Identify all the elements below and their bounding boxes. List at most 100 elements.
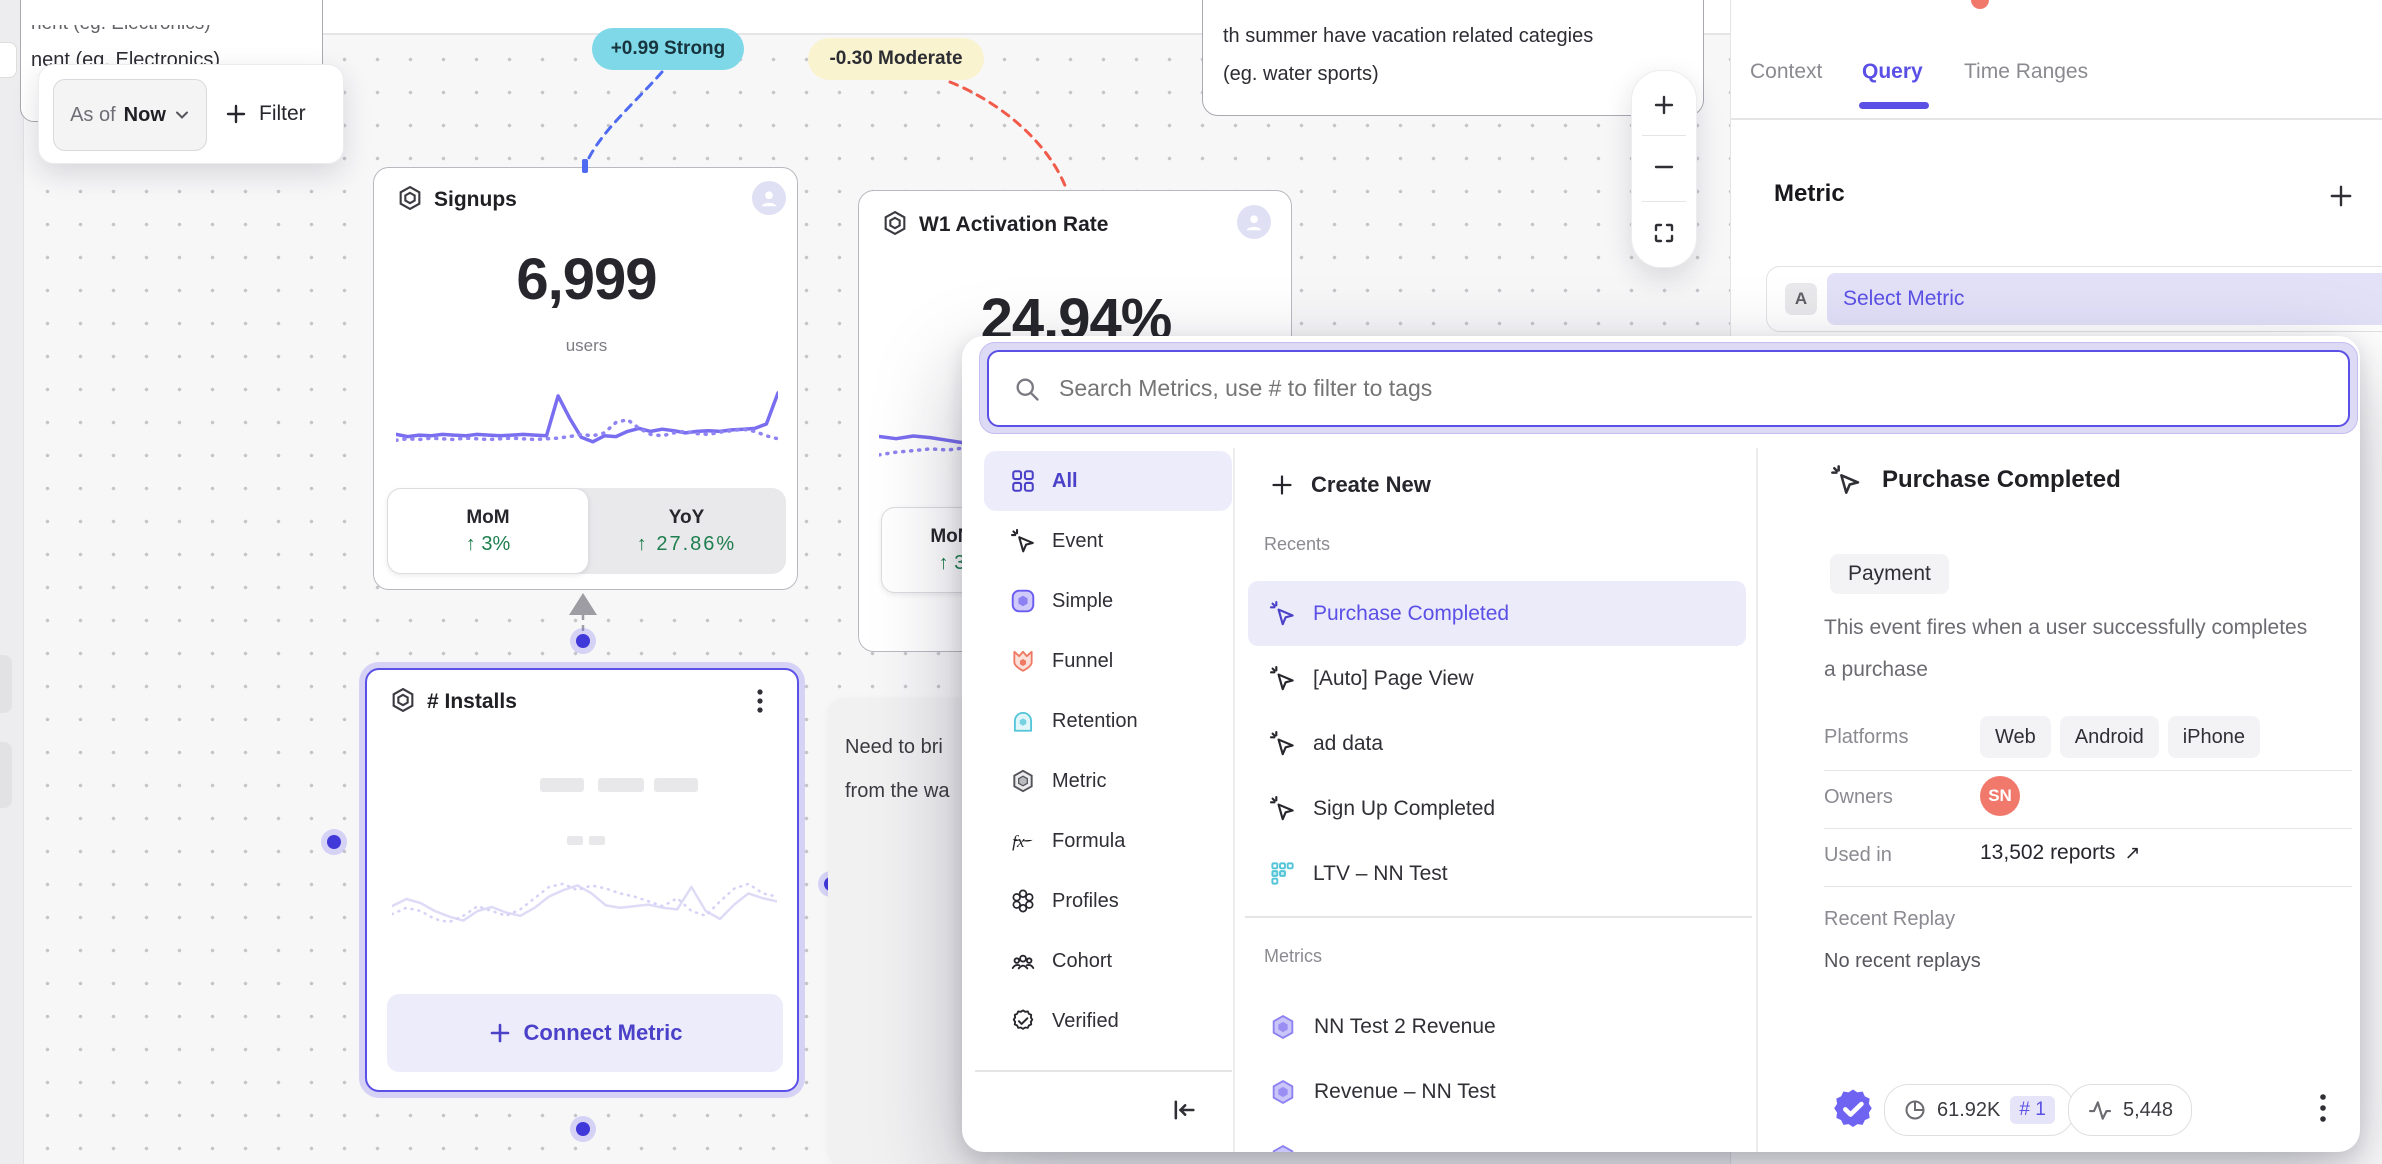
used-in-value: 13,502 reports (1980, 841, 2116, 864)
zoom-out-button[interactable] (1632, 143, 1696, 191)
verified-badge-icon[interactable] (1830, 1086, 1876, 1132)
item-label: [Auto] Page View (1313, 666, 1474, 690)
plus-icon (1270, 473, 1294, 497)
metric-revenue-nn-test[interactable]: Revenue – NN Test (1248, 1059, 1746, 1124)
recent-ltv-nn-test[interactable]: LTV – NN Test (1248, 841, 1746, 906)
cohort-icon (1010, 948, 1036, 974)
collapse-sidebar-icon[interactable] (1162, 1088, 1206, 1132)
profiles-icon (1010, 888, 1036, 914)
divider (1642, 201, 1686, 202)
divider (1245, 916, 1752, 918)
notification-dot (1971, 0, 1989, 9)
metric-hexagon-icon (389, 686, 417, 714)
installs-card[interactable]: # Installs Connect Metric (365, 668, 799, 1092)
left-rail-tab[interactable] (0, 42, 17, 78)
owner-avatar[interactable]: SN (1980, 776, 2020, 816)
search-input[interactable] (1057, 374, 2324, 403)
category-profiles[interactable]: Profiles (984, 871, 1232, 931)
plus-icon (225, 103, 247, 125)
platform-chip-iphone: iPhone (2167, 716, 2260, 758)
category-verified[interactable]: Verified (984, 991, 1232, 1051)
avatar (752, 181, 786, 215)
signups-card[interactable]: Signups 6,999 users MoM ↑ 3% YoY ↑ 27.86… (373, 159, 798, 590)
metric-hexagon-icon (881, 209, 909, 237)
fit-screen-button[interactable] (1632, 209, 1696, 257)
mom-delta: ↑ 3% (465, 532, 511, 555)
skeleton-bar (589, 836, 605, 845)
category-simple[interactable]: Simple (984, 571, 1232, 631)
retention-icon (1010, 708, 1036, 734)
metric-purple-icon (1269, 1143, 1297, 1152)
platform-chip-web: Web (1980, 716, 2051, 758)
event-icon (1269, 730, 1296, 757)
metric-unit: users (565, 336, 608, 355)
usage-stat-pill[interactable]: 61.92K # 1 (1884, 1084, 2074, 1136)
category-funnel[interactable]: Funnel (984, 631, 1232, 691)
add-metric-button[interactable] (2323, 178, 2359, 214)
category-metric[interactable]: Metric (984, 751, 1232, 811)
plus-icon (488, 1021, 512, 1045)
kebab-menu-icon[interactable] (747, 686, 773, 716)
tag-chip[interactable]: Payment (1830, 554, 1949, 594)
connection-handle[interactable] (327, 835, 341, 849)
verified-icon (1010, 1008, 1036, 1034)
connect-metric-button[interactable]: Connect Metric (387, 994, 783, 1072)
metric-item-partial[interactable] (1248, 1124, 1746, 1152)
left-rail-tab[interactable] (0, 742, 12, 808)
activity-stat-pill[interactable]: 5,448 (2068, 1084, 2193, 1136)
usage-count: 61.92K (1937, 1098, 2001, 1121)
item-label: Funnel (1052, 649, 1114, 672)
recent-replay-label: Recent Replay (1824, 908, 1956, 930)
left-rail-tab[interactable] (0, 655, 12, 713)
item-label: Formula (1052, 829, 1126, 852)
recent-ad-data[interactable]: ad data (1248, 711, 1746, 776)
create-new-button[interactable]: Create New (1262, 461, 1431, 509)
event-icon (1010, 528, 1036, 554)
zoom-in-button[interactable] (1632, 81, 1696, 129)
metric-nn-test-2-revenue[interactable]: NN Test 2 Revenue (1248, 994, 1746, 1059)
note-text: Need to bri (845, 736, 943, 758)
kebab-menu-icon[interactable] (2310, 1088, 2336, 1128)
category-cohort[interactable]: Cohort (984, 931, 1232, 991)
select-metric-field[interactable]: Select Metric (1827, 273, 2382, 325)
category-formula[interactable]: fx Formula (984, 811, 1232, 871)
recents-list: Purchase Completed [Auto] Page View ad dat… (1248, 581, 1746, 906)
recent-purchase-completed[interactable]: Purchase Completed (1248, 581, 1746, 646)
metric-section-header: Metric (1774, 180, 1845, 207)
divider (1642, 135, 1686, 136)
connect-metric-label: Connect Metric (523, 1020, 683, 1045)
mom-toggle[interactable]: MoM ↑ 3% (387, 488, 589, 574)
tab-time-ranges[interactable]: Time Ranges (1964, 60, 2089, 83)
recents-section-label: Recents (1264, 534, 1331, 554)
yoy-label: YoY (668, 506, 705, 528)
item-label: All (1052, 469, 1078, 492)
as-of-dropdown[interactable]: As of Now (53, 79, 207, 151)
as-of-label: As of (70, 103, 116, 126)
connection-handle[interactable] (576, 1122, 590, 1136)
metric-letter-badge: A (1785, 283, 1817, 315)
tab-context[interactable]: Context (1750, 60, 1823, 83)
placeholder-sparkline (390, 860, 779, 946)
divider (1824, 886, 2352, 887)
category-retention[interactable]: Retention (984, 691, 1232, 751)
metric-purple-icon (1269, 1078, 1297, 1106)
tab-query[interactable]: Query (1862, 60, 1923, 83)
used-in-link[interactable]: 13,502 reports ↗ (1980, 841, 2140, 865)
correlation-badge-strong[interactable]: +0.99 Strong (592, 28, 744, 70)
divider (1233, 448, 1235, 1152)
item-label: ad data (1313, 731, 1384, 755)
canvas-note-summer[interactable]: th summer have vacation related categies… (1202, 0, 1704, 116)
yoy-toggle[interactable]: YoY ↑ 27.86% (587, 488, 786, 574)
category-all[interactable]: All (984, 451, 1232, 511)
category-event[interactable]: Event (984, 511, 1232, 571)
metric-row[interactable]: A Select Metric (1766, 266, 2382, 332)
recent-sign-up-completed[interactable]: Sign Up Completed (1248, 776, 1746, 841)
add-filter-button[interactable]: Filter (225, 79, 306, 149)
correlation-badge-moderate[interactable]: -0.30 Moderate (808, 38, 984, 80)
platform-chips: Web Android iPhone (1980, 716, 2260, 758)
funnel-icon (1010, 648, 1036, 674)
owners-label: Owners (1824, 786, 1893, 808)
connection-handle[interactable] (576, 634, 590, 648)
recent--auto-page-view[interactable]: [Auto] Page View (1248, 646, 1746, 711)
